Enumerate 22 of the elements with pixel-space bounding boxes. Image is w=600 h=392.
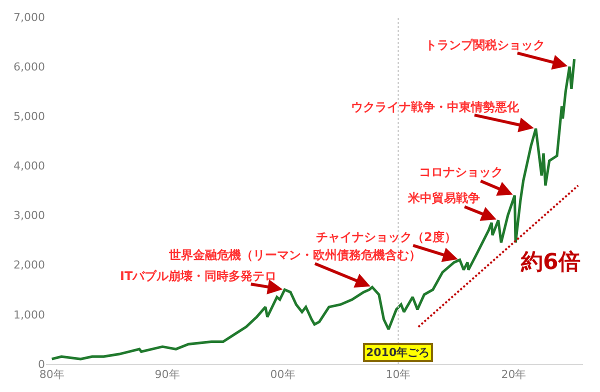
ref-line-label: 2010年ごろ — [366, 346, 430, 359]
y-tick-label: 4,000 — [14, 160, 45, 173]
y-tick-label: 6,000 — [14, 60, 45, 74]
y-tick-label: 0 — [38, 358, 45, 371]
series-label: 約6倍 — [520, 250, 580, 275]
y-tick-label: 5,000 — [14, 110, 45, 123]
annotation: コロナショック — [419, 165, 503, 179]
y-tick-label: 3,000 — [14, 209, 45, 222]
x-tick-label: 00年 — [270, 368, 296, 382]
y-tick-label: 1,000 — [14, 308, 45, 322]
annotation: ウクライナ戦争・中東情勢悪化 — [351, 100, 520, 114]
x-tick-label: 10年 — [386, 368, 411, 382]
annotation: チャイナショック（2度） — [316, 230, 456, 244]
y-tick-label: 2,000 — [14, 258, 45, 272]
annotation: 米中貿易戦争 — [407, 191, 480, 205]
annotation: ITバブル崩壊・同時多発テロ — [120, 269, 277, 283]
y-tick-label: 7,000 — [14, 10, 45, 24]
annotation: 世界金融危機（リーマン・欧州債務危機含む） — [168, 248, 421, 262]
x-tick-label: 20年 — [501, 368, 526, 382]
x-tick-label: 90年 — [154, 368, 180, 382]
x-tick-label: 80年 — [39, 368, 64, 382]
annotation: トランプ関税ショック — [425, 38, 545, 52]
